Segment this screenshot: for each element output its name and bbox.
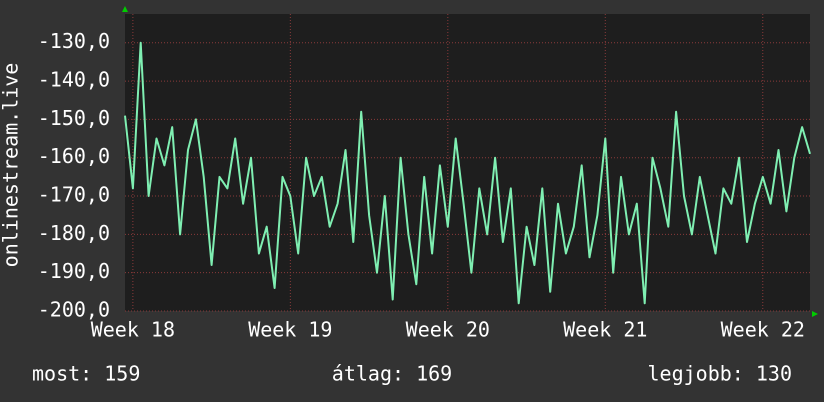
x-tick-label: Week 21 xyxy=(563,318,647,342)
y-arrow xyxy=(122,6,128,12)
stat-current: most: 159 xyxy=(32,362,140,386)
grid xyxy=(125,14,810,312)
y-tick-label: -190,0 xyxy=(38,259,110,283)
plot xyxy=(124,41,811,305)
y-tick-label: -150,0 xyxy=(38,106,110,130)
x-tick-label: Week 19 xyxy=(248,318,332,342)
y-tick-label: -180,0 xyxy=(38,221,110,245)
y-tick-label: -200,0 xyxy=(38,298,110,322)
plot-area xyxy=(125,14,810,311)
stat-best: legjobb: 130 xyxy=(648,362,793,386)
y-tick-label: -160,0 xyxy=(38,144,110,168)
y-axis-label: onlinestream.live xyxy=(0,63,23,268)
stat-average: átlag: 169 xyxy=(332,362,452,386)
x-arrow xyxy=(812,311,818,317)
y-tick-label: -130,0 xyxy=(38,29,110,53)
y-tick-label: -170,0 xyxy=(38,183,110,207)
x-tick-label: Week 22 xyxy=(721,318,805,342)
y-tick-label: -140,0 xyxy=(38,68,110,92)
series-line xyxy=(124,41,811,305)
x-tick-label: Week 20 xyxy=(406,318,490,342)
x-tick-label: Week 18 xyxy=(91,318,175,342)
